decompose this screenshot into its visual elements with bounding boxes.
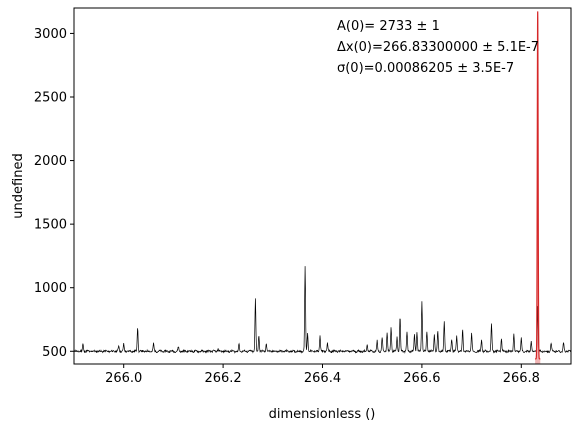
x-tick-label: 266.0: [105, 371, 142, 386]
x-tick-label: 266.6: [403, 371, 440, 386]
annotation-center: Δx(0)=266.83300000 ± 5.1E-7: [337, 40, 539, 55]
annotation-sigma: σ(0)=0.00086205 ± 3.5E-7: [337, 61, 514, 76]
y-tick-label: 2500: [34, 91, 67, 106]
x-axis: 266.0 266.2 266.4 266.6 266.8: [105, 364, 540, 386]
y-tick-label: 500: [42, 345, 67, 360]
chart-marks: [73, 11, 572, 365]
y-tick-label: 2000: [34, 154, 67, 169]
y-tick-label: 1500: [34, 218, 67, 233]
y-axis-label: undefined: [11, 153, 26, 218]
fit-annotations: A(0)= 2733 ± 1 Δx(0)=266.83300000 ± 5.1E…: [337, 19, 539, 76]
spectrum-line: [73, 266, 572, 354]
x-tick-label: 266.2: [204, 371, 241, 386]
annotation-amplitude: A(0)= 2733 ± 1: [337, 19, 440, 34]
x-tick-label: 266.4: [304, 371, 341, 386]
y-tick-label: 1000: [34, 281, 67, 296]
x-tick-label: 266.8: [503, 371, 540, 386]
fit-line: [535, 11, 541, 360]
y-axis: 500 1000 1500 2000 2500 3000: [34, 27, 74, 360]
y-tick-label: 3000: [34, 27, 67, 42]
x-axis-label: dimensionless (): [269, 407, 376, 422]
